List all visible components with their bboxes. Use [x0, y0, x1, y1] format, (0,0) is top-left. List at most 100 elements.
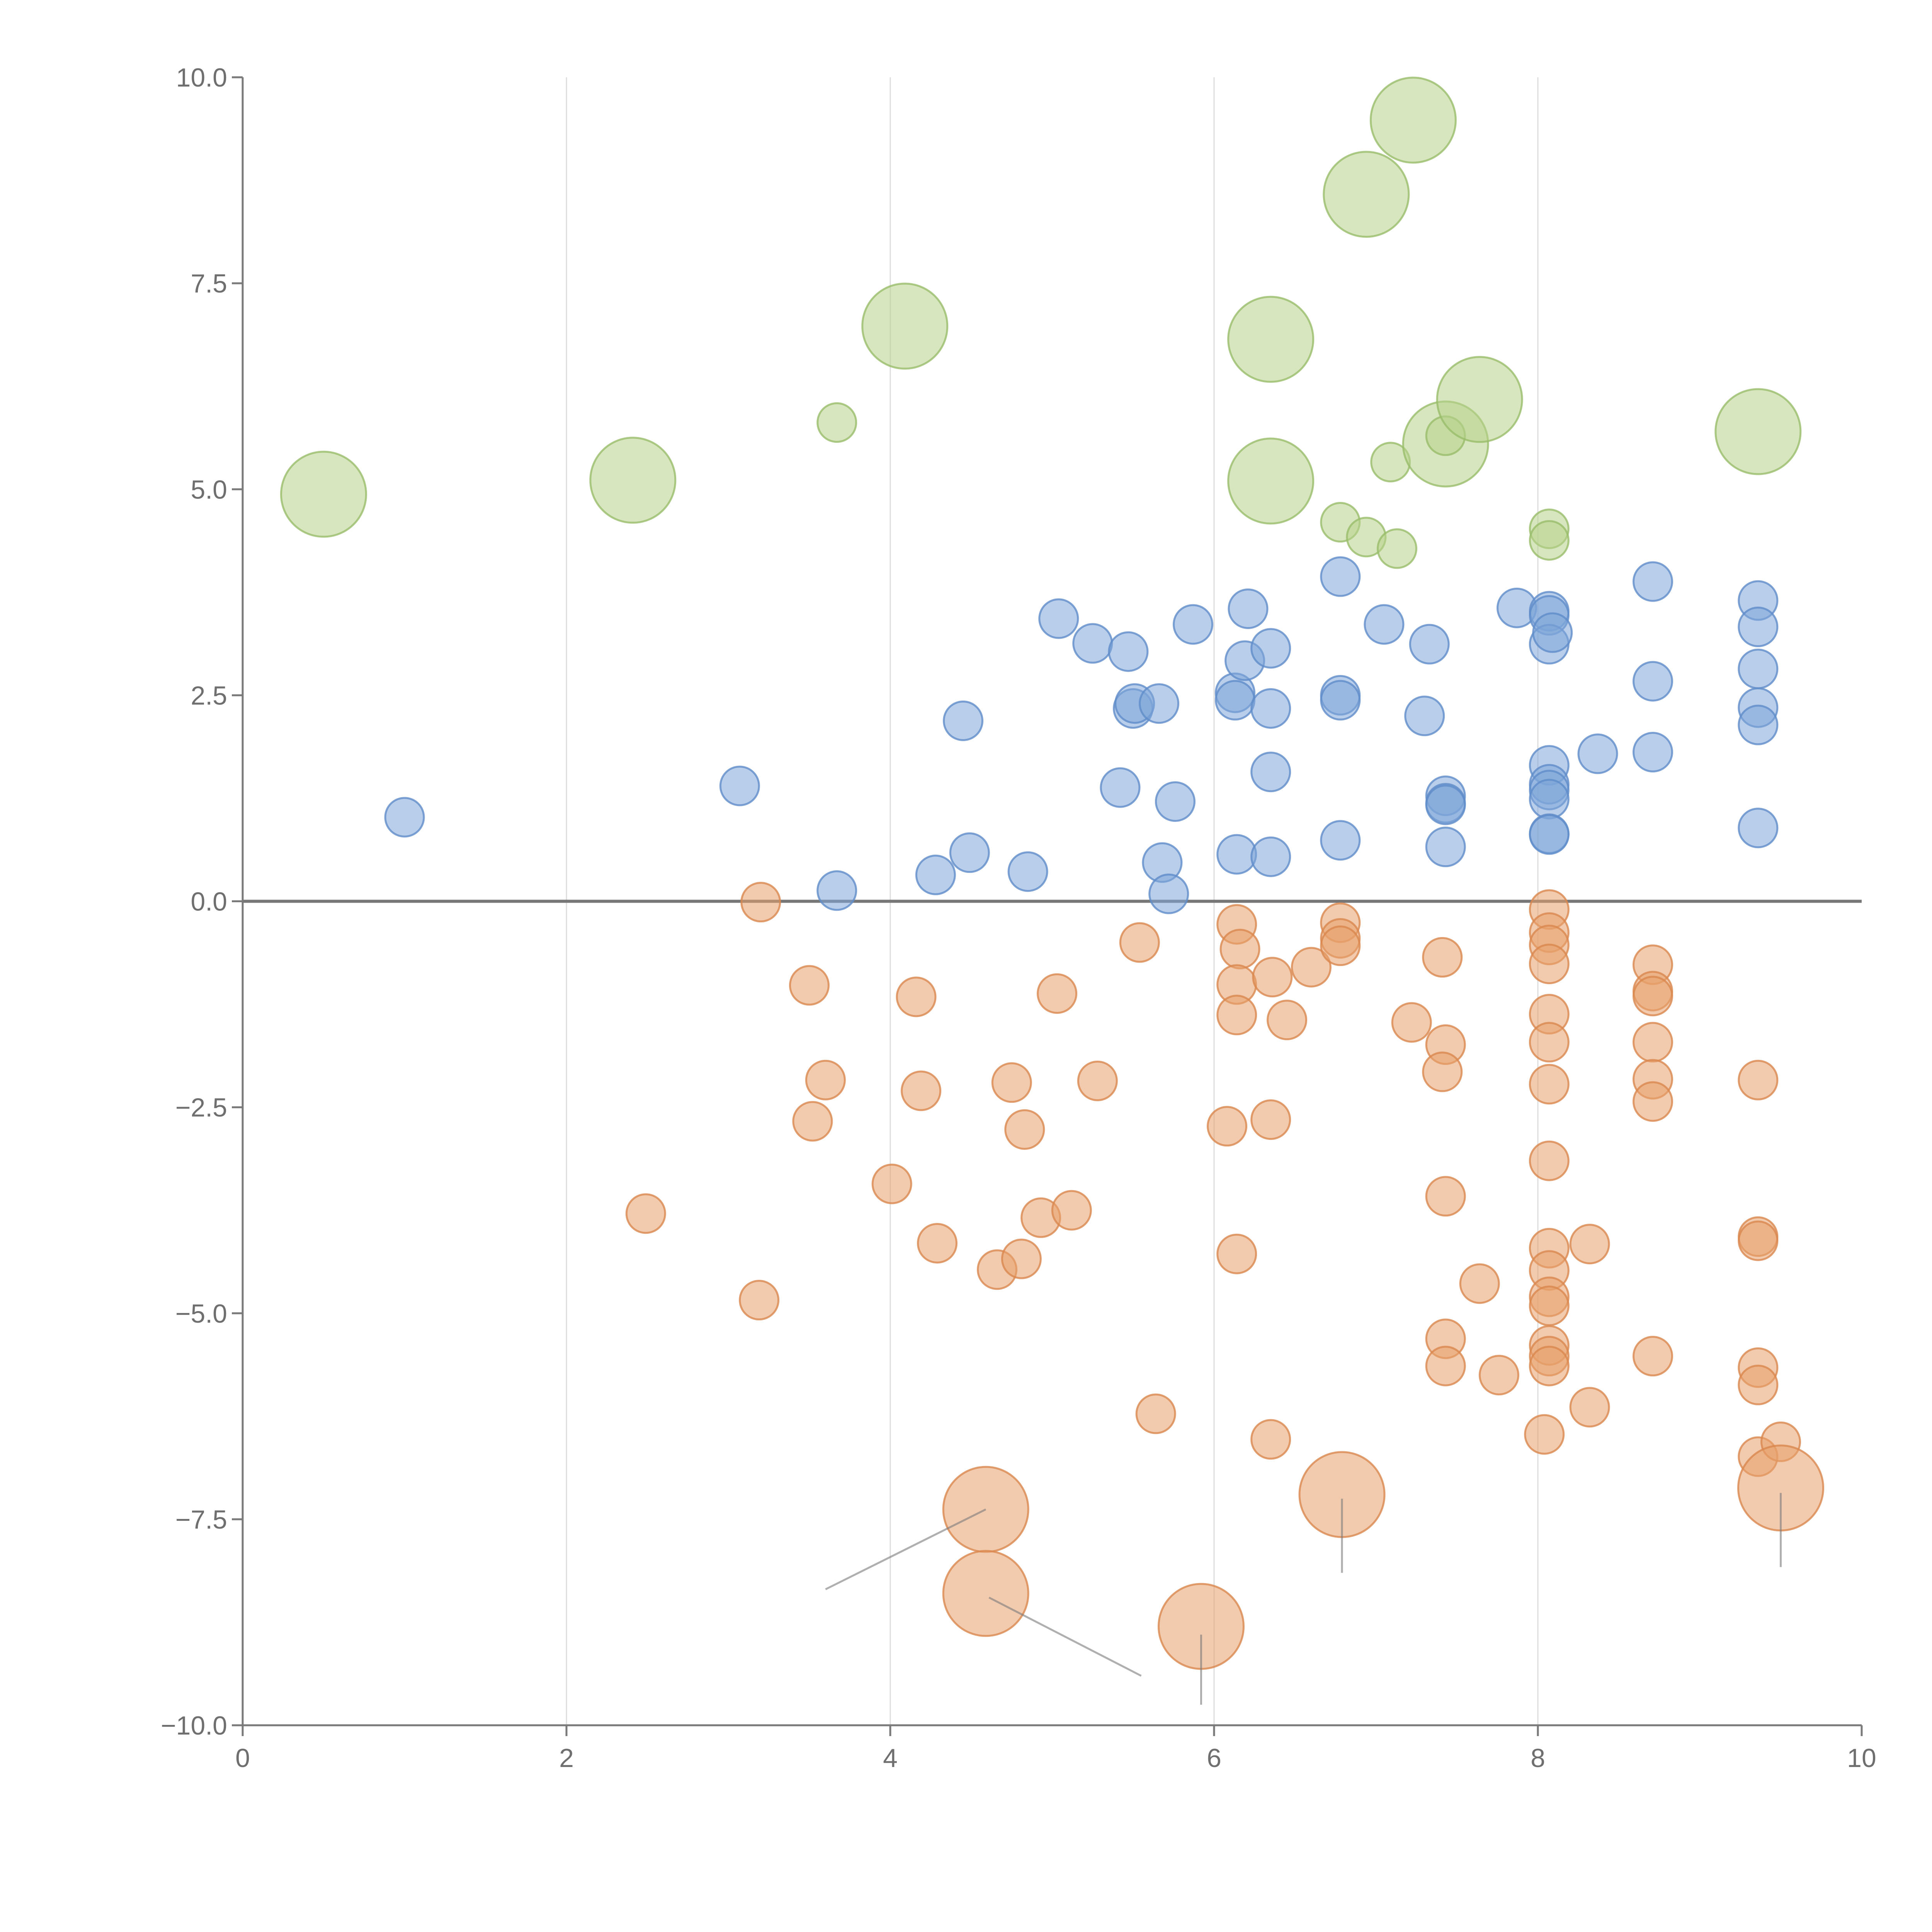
blue-bubble [384, 797, 425, 838]
blue-bubble [1425, 827, 1466, 867]
orange-bubble [739, 1280, 780, 1321]
orange-bubble [1320, 925, 1361, 966]
blue-bubble [1738, 704, 1779, 745]
orange-bubble [1077, 1060, 1118, 1101]
x-tick-label: 6 [1207, 1743, 1221, 1773]
orange-bubble [942, 1550, 1029, 1637]
blue-bubble [719, 765, 760, 806]
orange-bubble [1422, 937, 1463, 978]
blue-bubble [1577, 733, 1618, 774]
orange-bubble [1216, 995, 1257, 1036]
orange-bubble [871, 1163, 912, 1204]
orange-bubble [1391, 1002, 1432, 1043]
orange-bubble [1569, 1224, 1610, 1265]
orange-bubble [1529, 1345, 1570, 1386]
orange-bubble [805, 1060, 846, 1100]
orange-bubble [1738, 1220, 1779, 1261]
x-tick-label: 10 [1847, 1743, 1876, 1773]
y-tick-label: 10.0 [176, 63, 227, 92]
blue-bubble [915, 854, 956, 895]
green-bubble [1436, 356, 1523, 443]
leader-line [825, 1509, 986, 1590]
orange-bubble [901, 1070, 942, 1111]
orange-bubble [1632, 1081, 1673, 1122]
orange-bubble [1738, 1364, 1779, 1405]
blue-bubble [1139, 683, 1180, 724]
x-tick-label: 2 [559, 1743, 574, 1773]
orange-bubble [1529, 944, 1570, 985]
orange-bubble [1529, 1140, 1570, 1181]
orange-bubble [917, 1223, 958, 1264]
y-tick-label: −10.0 [161, 1711, 227, 1740]
blue-bubble [1250, 836, 1291, 877]
orange-bubble [1250, 1419, 1291, 1460]
orange-bubble [1135, 1393, 1176, 1434]
blue-bubble [1007, 851, 1048, 892]
blue-bubble [1155, 781, 1196, 822]
blue-bubble [1108, 631, 1149, 672]
orange-bubble [1252, 957, 1293, 998]
blue-bubble [1738, 648, 1779, 689]
blue-bubble [1738, 606, 1779, 647]
orange-bubble [1529, 1064, 1570, 1105]
y-tick-label: −2.5 [175, 1093, 227, 1122]
blue-bubble [1364, 604, 1405, 645]
orange-bubble [789, 965, 830, 1006]
orange-bubble [1632, 976, 1673, 1017]
orange-bubble [1051, 1190, 1092, 1231]
blue-bubble [1250, 628, 1291, 669]
blue-bubble [1072, 623, 1113, 664]
blue-bubble [1632, 561, 1673, 602]
y-tick-label: −7.5 [175, 1505, 227, 1534]
blue-bubble [1228, 588, 1269, 629]
green-bubble [1529, 520, 1570, 561]
orange-bubble [1478, 1355, 1519, 1396]
blue-bubble [1529, 814, 1570, 855]
blue-bubble [1250, 688, 1291, 729]
blue-bubble [1214, 680, 1255, 721]
x-tick-label: 4 [883, 1743, 898, 1773]
blue-bubble [1404, 696, 1445, 736]
green-bubble [280, 451, 367, 538]
y-tick-label: −5.0 [175, 1299, 227, 1328]
x-tick-label: 8 [1531, 1743, 1545, 1773]
orange-bubble [1291, 947, 1332, 988]
orange-bubble [1632, 1336, 1673, 1377]
green-bubble [1227, 437, 1315, 525]
orange-bubble [1569, 1387, 1610, 1428]
orange-bubble [1738, 1060, 1779, 1100]
blue-bubble [1320, 820, 1361, 861]
orange-bubble [1004, 1109, 1045, 1150]
blue-bubble [1148, 873, 1189, 914]
blue-bubble [1738, 808, 1779, 849]
orange-bubble [896, 976, 937, 1017]
leader-lines [825, 1493, 1782, 1705]
bubbles [280, 77, 1824, 1670]
leader-line [988, 1597, 1142, 1677]
green-bubble [1714, 388, 1802, 475]
blue-bubble [1409, 624, 1450, 665]
orange-bubble [1207, 1106, 1248, 1147]
orange-bubble [1219, 929, 1260, 969]
blue-bubble [949, 832, 990, 873]
y-tick-label: 0.0 [190, 887, 227, 917]
orange-bubble [1425, 1176, 1466, 1217]
orange-bubble [1529, 1286, 1570, 1327]
orange-bubble [1037, 973, 1078, 1014]
blue-bubble [1250, 752, 1291, 793]
y-tick-label: 5.0 [190, 475, 227, 504]
blue-bubble [1173, 604, 1214, 645]
green-bubble [1227, 296, 1315, 383]
orange-bubble [1425, 1345, 1466, 1386]
orange-bubble [1267, 1000, 1308, 1041]
orange-bubble [1216, 1233, 1257, 1274]
blue-bubble [1320, 556, 1361, 597]
orange-bubble [740, 882, 781, 923]
y-tick-label: 7.5 [190, 269, 227, 298]
orange-bubble [1529, 1022, 1570, 1063]
blue-bubble [1632, 661, 1673, 702]
blue-bubble [1532, 612, 1573, 653]
orange-bubble [991, 1062, 1032, 1103]
orange-bubble [1524, 1414, 1565, 1455]
